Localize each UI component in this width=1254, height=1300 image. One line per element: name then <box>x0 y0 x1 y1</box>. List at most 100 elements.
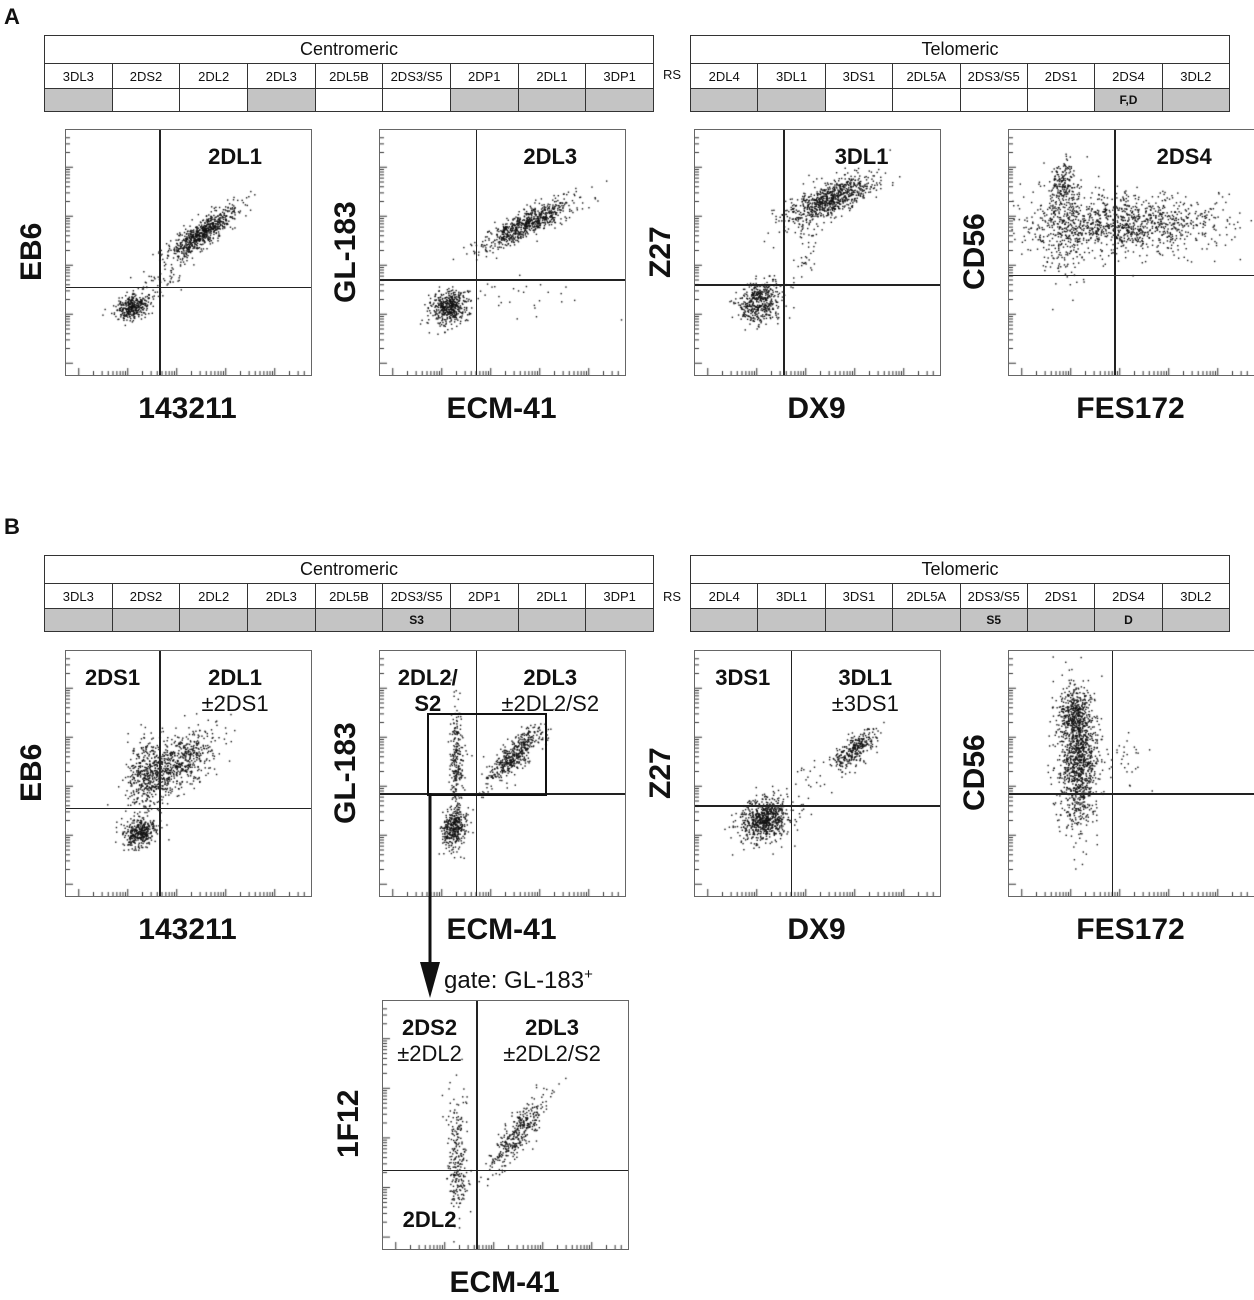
gl183-gate-rectangle <box>427 713 547 796</box>
gene-status-cell <box>111 88 181 112</box>
quadrant-horizontal-line <box>1009 793 1254 795</box>
gene-status-cell <box>314 608 384 632</box>
gene-status-cell <box>892 88 961 112</box>
telomeric-header: Telomeric <box>690 555 1230 584</box>
gene-status-cell <box>1026 88 1096 112</box>
population-name: 2DL3 <box>525 1015 579 1040</box>
gene-status-cell <box>757 608 826 632</box>
gene-table-b-telomeric: Telomeric 2DL4 3DL1 3DS1 2DL5A 2DS3/S5 2DS1 2D… <box>689 555 1231 632</box>
gene-name-cell: 2DL2 <box>179 583 248 609</box>
gene-status-cell <box>246 608 316 632</box>
y-axis-title: CD56 <box>958 213 991 290</box>
quadrant-horizontal-line <box>380 279 625 281</box>
gene-status-cell <box>449 608 519 632</box>
scatter-plot-2dl3: 2DL3 <box>379 129 626 376</box>
gene-status-cell <box>1161 88 1231 112</box>
gene-status-cell <box>892 608 961 632</box>
gene-name-cell: 2DL5B <box>314 63 384 89</box>
rs-label: RS <box>662 589 682 604</box>
scatter-plot-3ds1-3dl1: 3DS1 3DL1 ±3DS1 <box>694 650 941 897</box>
y-axis-title: EB6 <box>15 743 48 802</box>
population-name: 2DL1 <box>208 665 262 690</box>
quadrant-horizontal-line <box>695 805 940 807</box>
scatter-plot-cd56-fes172 <box>1008 650 1254 897</box>
gene-name-cell: 2DP1 <box>449 63 519 89</box>
gene-table-a-centromeric: Centromeric 3DL3 2DS2 2DL2 2DL3 2DL5B 2DS3/S5… <box>44 35 654 112</box>
gene-name-cell: 2DL4 <box>689 583 759 609</box>
gene-status-cell <box>585 88 654 112</box>
population-label: 2DL1 <box>159 144 311 170</box>
gene-status-cell: F,D <box>1094 88 1163 112</box>
gene-status-cell: S5 <box>959 608 1028 632</box>
centromeric-header: Centromeric <box>44 555 654 584</box>
gene-status-cell <box>959 88 1028 112</box>
gene-name-cell: 3DL1 <box>757 63 826 89</box>
gate-label: gate: GL-183+ <box>444 966 593 994</box>
x-axis-title: DX9 <box>787 392 846 425</box>
quadrant-vertical-line <box>159 130 161 375</box>
quadrant-horizontal-line <box>695 284 940 286</box>
x-axis-title: ECM-41 <box>446 913 557 946</box>
scatter-events <box>1009 651 1254 896</box>
y-axis-title: EB6 <box>15 222 48 281</box>
x-axis-title: 143211 <box>138 392 237 425</box>
gene-name-cell: 3DL1 <box>757 583 826 609</box>
population-name: 2DL3 <box>523 665 578 690</box>
population-name: 2DS1 <box>85 665 141 690</box>
population-label: 2DS2 ±2DL2 <box>383 1015 476 1067</box>
gene-status-cell <box>757 88 826 112</box>
gene-name-cell: 2DL1 <box>517 63 587 89</box>
population-label: 3DL1 <box>783 144 940 170</box>
scatter-events <box>66 651 311 896</box>
quadrant-vertical-line <box>790 651 793 896</box>
population-name: 3DS1 <box>715 665 771 690</box>
population-label: 2DL3 ±2DL2/S2 <box>476 1015 628 1067</box>
gene-status-cell <box>179 88 248 112</box>
population-name: 3DL1 <box>834 144 889 169</box>
gene-status-cell <box>314 88 384 112</box>
scatter-events <box>1009 130 1254 375</box>
gene-name-cell: 2DL1 <box>517 583 587 609</box>
gene-status-cell <box>44 608 113 632</box>
scatter-events <box>695 130 940 375</box>
gene-name-cell: 2DS4 <box>1094 583 1163 609</box>
x-axis-title: FES172 <box>1076 392 1185 425</box>
gene-name-cell: 2DS1 <box>1026 63 1096 89</box>
gene-status-cell <box>382 88 451 112</box>
rs-label: RS <box>662 67 682 82</box>
gene-status-cell: S3 <box>382 608 451 632</box>
scatter-events <box>380 651 625 896</box>
gene-name-cell: 2DL3 <box>246 63 316 89</box>
gene-status-cell <box>689 608 759 632</box>
gene-status-cell <box>824 88 894 112</box>
population-name: 2DL2 <box>402 1207 457 1232</box>
quadrant-vertical-line <box>1111 651 1114 896</box>
gene-status-cell <box>689 88 759 112</box>
quadrant-horizontal-line <box>380 793 625 795</box>
x-axis-title: DX9 <box>787 913 846 946</box>
gene-table-a-telomeric: Telomeric 2DL4 3DL1 3DS1 2DL5A 2DS3/S5 2DS1 2D… <box>689 35 1231 112</box>
population-label: 2DL2/ S2 <box>380 665 476 717</box>
gene-name-cell: 2DL4 <box>689 63 759 89</box>
population-name: 2DS2 <box>402 1015 458 1040</box>
gene-status-cell <box>111 608 181 632</box>
population-name: 2DL2/ S2 <box>397 665 458 716</box>
x-axis-title: ECM-41 <box>446 392 557 425</box>
quadrant-horizontal-line <box>66 286 311 289</box>
population-name: 2DS4 <box>1156 144 1212 169</box>
telomeric-header: Telomeric <box>690 35 1230 64</box>
quadrant-horizontal-line <box>66 807 311 810</box>
y-axis-title: GL-183 <box>329 721 362 824</box>
centromeric-header: Centromeric <box>44 35 654 64</box>
gene-table-b-centromeric: Centromeric 3DL3 2DS2 2DL2 2DL3 2DL5B 2DS3/S5… <box>44 555 654 632</box>
gene-status-cell <box>179 608 248 632</box>
population-label: 2DS4 <box>1114 144 1254 170</box>
gene-name-cell: 3DS1 <box>824 63 894 89</box>
scatter-plot-2dl1: 2DL1 <box>65 129 312 376</box>
gene-name-cell: 3DL2 <box>1161 583 1231 609</box>
gene-status-cell <box>517 88 587 112</box>
population-qualifier: ±2DS1 <box>201 691 269 716</box>
gene-name-cell: 3DP1 <box>585 583 654 609</box>
gene-name-cell: 2DL2 <box>179 63 248 89</box>
quadrant-vertical-line <box>1114 130 1116 375</box>
